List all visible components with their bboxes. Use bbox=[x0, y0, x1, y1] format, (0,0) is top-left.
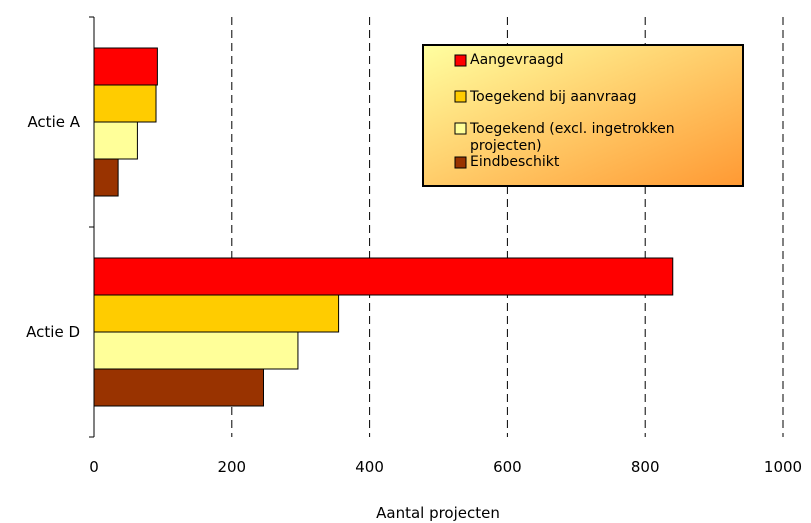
x-tick-label: 600 bbox=[493, 458, 522, 476]
category-label: Actie A bbox=[27, 113, 80, 131]
legend: Aangevraagd Toegekend bij aanvraag Toegeke… bbox=[422, 44, 744, 187]
x-tick-label: 800 bbox=[631, 458, 660, 476]
legend-label: Toegekend bij aanvraag bbox=[469, 89, 637, 105]
legend-swatch bbox=[454, 90, 467, 103]
category-labels: Actie A Actie D bbox=[26, 113, 81, 341]
axes bbox=[89, 16, 95, 438]
bar bbox=[93, 84, 157, 123]
x-tick-label: 1000 bbox=[764, 458, 802, 476]
legend-swatch bbox=[454, 122, 467, 135]
legend-label: Toegekend (excl. ingetrokken projecten) bbox=[469, 121, 675, 154]
category-label: Actie D bbox=[26, 323, 80, 341]
bar bbox=[93, 47, 158, 86]
bars bbox=[93, 47, 674, 407]
legend-label: Eindbeschikt bbox=[470, 154, 560, 170]
x-axis-title: Aantal projecten bbox=[376, 504, 500, 522]
x-tick-label: 400 bbox=[355, 458, 384, 476]
legend-label: Aangevraagd bbox=[470, 52, 564, 68]
bar bbox=[93, 368, 264, 407]
legend-box bbox=[422, 44, 744, 187]
bar bbox=[93, 257, 674, 296]
legend-swatch bbox=[454, 156, 467, 169]
x-tick-label: 0 bbox=[89, 458, 99, 476]
x-tick-label: 200 bbox=[217, 458, 246, 476]
bar bbox=[93, 121, 138, 160]
bar bbox=[93, 294, 340, 333]
x-tick-labels: 0 200 400 600 800 1000 bbox=[89, 458, 802, 476]
legend-swatch bbox=[454, 54, 467, 67]
bar bbox=[93, 158, 119, 197]
bar bbox=[93, 331, 299, 370]
